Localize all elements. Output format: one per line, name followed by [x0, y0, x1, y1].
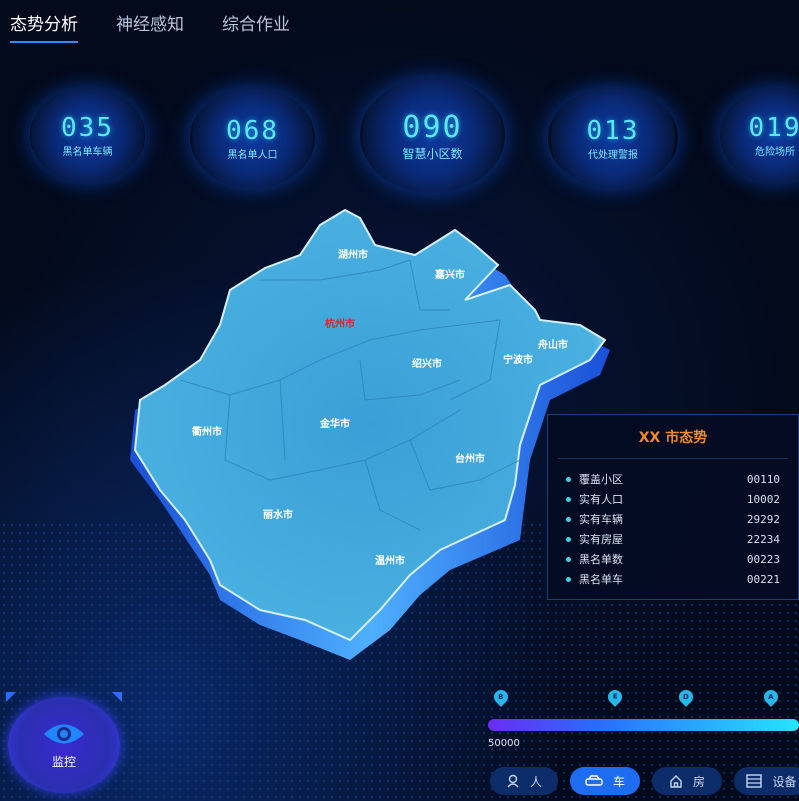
- filter-device-button[interactable]: 设备: [734, 767, 799, 795]
- stat-blacklist-vehicles: 035 黑名单车辆: [30, 88, 145, 183]
- filter-label: 设备: [772, 774, 797, 789]
- row-value: 00110: [746, 472, 780, 486]
- list-item: 实有房屋 22234: [548, 529, 798, 549]
- filter-car-button[interactable]: 车: [570, 767, 640, 795]
- row-value: 00221: [746, 572, 780, 586]
- bullet-icon: [566, 536, 571, 542]
- province-map[interactable]: 湖州市 嘉兴市 杭州市 舟山市 绍兴市 宁波市 衢州市 金华市 台州市 丽水市 …: [120, 200, 620, 660]
- row-value: 10002: [746, 492, 780, 506]
- list-item: 黑名单车 00221: [548, 569, 798, 589]
- row-value: 29292: [746, 512, 780, 526]
- row-label: 黑名单数: [579, 553, 623, 566]
- list-item: 实有人口 10002: [548, 489, 798, 509]
- row-label: 实有房屋: [579, 533, 623, 546]
- tab-situation-analysis[interactable]: 态势分析: [10, 10, 78, 43]
- city-label-zhoushan[interactable]: 舟山市: [538, 338, 568, 351]
- city-label-hangzhou[interactable]: 杭州市: [325, 317, 355, 330]
- corner-decoration: [112, 692, 122, 702]
- city-situation-panel: XX 市态势 覆盖小区 00110 实有人口 10002 实有车辆 29292 实有房…: [547, 414, 799, 600]
- bullet-icon: [566, 576, 571, 582]
- panel-title: XX 市态势: [558, 415, 788, 459]
- marker-label: B: [498, 693, 504, 701]
- marker-label: E: [612, 693, 618, 702]
- filter-person-button[interactable]: 人: [490, 767, 558, 795]
- city-borders: [179, 259, 521, 531]
- marker-label: A: [768, 693, 774, 702]
- city-label-huzhou[interactable]: 湖州市: [338, 248, 368, 261]
- tab-integrated-operations[interactable]: 综合作业: [222, 15, 290, 35]
- stat-value: 090: [402, 109, 463, 145]
- stat-label: 代处理警报: [588, 149, 638, 161]
- filter-label: 车: [612, 774, 625, 789]
- city-label-taizhou[interactable]: 台州市: [455, 452, 485, 465]
- marker-label: D: [683, 693, 689, 701]
- stat-label: 黑名单车辆: [62, 147, 113, 158]
- top-tabs: 态势分析 神经感知 综合作业: [10, 10, 290, 43]
- row-label: 实有车辆: [579, 513, 623, 526]
- bullet-icon: [566, 476, 571, 482]
- corner-decoration: [6, 692, 16, 702]
- timeline-value: 50000: [488, 738, 520, 749]
- map-surface: [133, 208, 607, 642]
- stat-label: 黑名单人口: [227, 149, 278, 161]
- bullet-icon: [566, 516, 571, 522]
- bullet-icon: [566, 496, 571, 502]
- row-value: 00223: [746, 552, 780, 566]
- stat-label: 危险场所: [755, 147, 795, 158]
- monitor-button[interactable]: 监控: [8, 697, 120, 793]
- tab-neural-perception[interactable]: 神经感知: [116, 15, 184, 35]
- stat-dangerous-places: 019 危险场所: [720, 88, 799, 183]
- monitor-label: 监控: [51, 754, 76, 769]
- filter-house-button[interactable]: 房: [652, 767, 722, 795]
- city-label-quzhou[interactable]: 衢州市: [192, 425, 222, 438]
- row-label: 覆盖小区: [579, 473, 623, 486]
- eye-icon: [44, 724, 84, 743]
- stat-value: 068: [226, 115, 279, 146]
- row-label: 黑名单车: [579, 573, 623, 586]
- city-label-jiaxing[interactable]: 嘉兴市: [434, 268, 465, 281]
- stat-pending-alarms: 013 代处理警报: [548, 88, 678, 188]
- city-label-shaoxing[interactable]: 绍兴市: [412, 357, 442, 370]
- list-item: 实有车辆 29292: [548, 509, 798, 529]
- filter-label: 房: [692, 774, 705, 789]
- row-value: 22234: [746, 532, 780, 546]
- list-item: 覆盖小区 00110: [548, 469, 798, 489]
- filter-label: 人: [529, 774, 542, 789]
- stat-blacklist-population: 068 黑名单人口: [190, 88, 315, 188]
- stat-smart-communities: 090 智慧小区数: [360, 78, 505, 193]
- list-item: 黑名单数 00223: [548, 549, 798, 569]
- device-icon: [746, 774, 763, 788]
- timeline-slider[interactable]: [488, 719, 799, 731]
- house-icon: [670, 775, 682, 788]
- stat-value: 013: [586, 115, 640, 146]
- city-label-lishui[interactable]: 丽水市: [263, 508, 293, 521]
- person-icon: [507, 774, 519, 788]
- stat-value: 019: [748, 113, 799, 143]
- bullet-icon: [566, 556, 571, 562]
- city-label-ningbo[interactable]: 宁波市: [503, 353, 533, 366]
- car-icon: [585, 775, 603, 786]
- row-label: 实有人口: [579, 493, 623, 506]
- stat-label: 智慧小区数: [402, 146, 463, 161]
- city-label-wenzhou[interactable]: 温州市: [375, 554, 405, 567]
- city-labels: 湖州市 嘉兴市 杭州市 舟山市 绍兴市 宁波市 衢州市 金华市 台州市 丽水市 …: [192, 248, 568, 567]
- stat-value: 035: [61, 113, 114, 143]
- city-label-jinhua[interactable]: 金华市: [319, 417, 350, 430]
